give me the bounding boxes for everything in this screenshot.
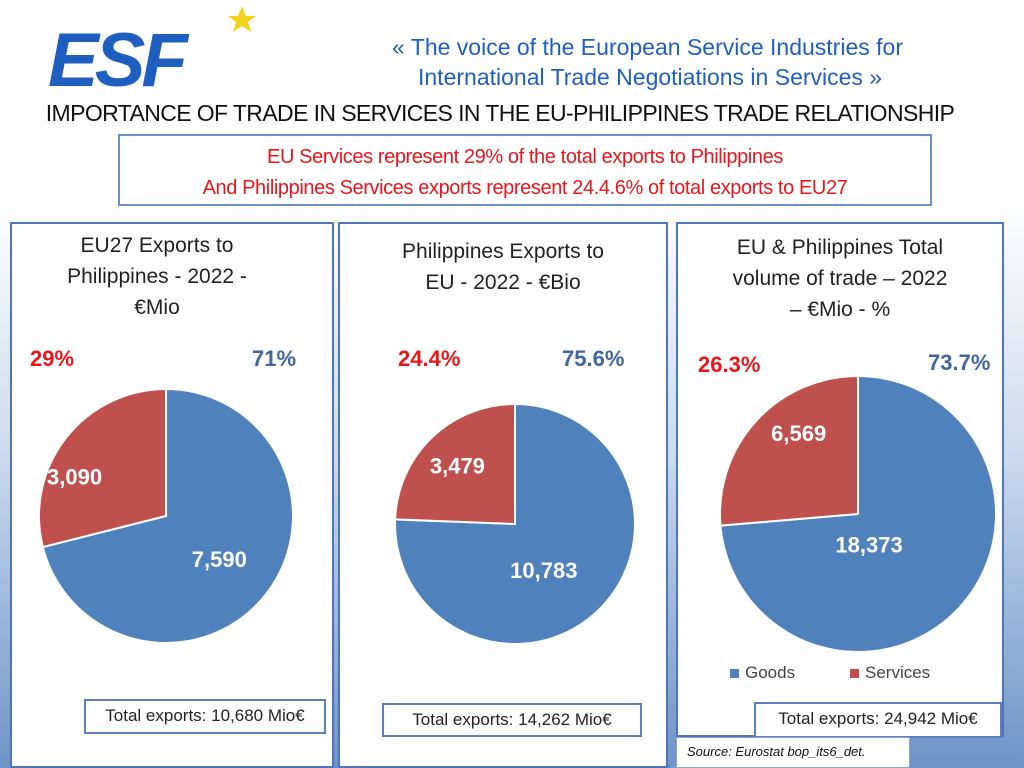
panel-eu-exports: EU27 Exports to Philippines - 2022 - €Mi… [10, 222, 334, 768]
chart-title: Philippines Exports to EU - 2022 - €Bio [340, 236, 666, 298]
highlight-line-2: And Philippines Services exports represe… [202, 177, 848, 199]
goods-pct-label: 71% [252, 346, 297, 371]
pie-chart: 10,783 3,479 [394, 402, 636, 645]
highlight-box: EU Services represent 29% of the total e… [118, 134, 932, 206]
legend-label: Goods [745, 663, 796, 682]
source-note: Source: Eurostat bop_its6_det. [676, 737, 910, 768]
highlight-line-1: EU Services represent 29% of the total e… [267, 146, 783, 168]
pie-slice-services [38, 387, 167, 549]
chart-title-line: Philippines Exports to [402, 240, 604, 263]
tagline-line-1: « The voice of the European Service Indu… [392, 34, 903, 60]
legend-swatch-goods [730, 669, 739, 678]
esf-logo: ESF [48, 6, 256, 92]
total-exports-box: Total exports: 24,942 Mio€ [754, 702, 1002, 738]
pie-value-label-goods: 10,783 [510, 558, 577, 583]
pie-slice-services [394, 402, 516, 526]
total-exports-box: Total exports: 14,262 Mio€ [382, 703, 642, 737]
total-exports-box: Total exports: 10,680 Mio€ [84, 699, 326, 734]
pie-value-label-services: 6,569 [771, 421, 826, 446]
panel-philippines-exports: Philippines Exports to EU - 2022 - €Bio … [338, 222, 668, 768]
chart-title-line: EU & Philippines Total [736, 236, 944, 259]
legend-item-services: Services [850, 663, 930, 683]
chart-title-line: EU27 Exports to [80, 234, 234, 257]
tagline-line-2: International Trade Negotiations in Serv… [418, 64, 883, 90]
services-pct-label: 26.3% [698, 352, 761, 377]
pie-slice-services [719, 374, 859, 527]
chart-title-line: EU - 2022 - €Bio [425, 271, 581, 294]
pie-chart: 18,373 6,569 [719, 374, 997, 653]
legend-label: Services [865, 663, 931, 682]
logo-text: ESF [48, 18, 190, 92]
pie-value-label-services: 3,479 [430, 454, 485, 479]
chart-title-line: – €Mio - % [789, 298, 891, 321]
legend-item-goods: Goods [730, 663, 795, 683]
goods-pct-label: 73.7% [928, 350, 991, 375]
pie-value-label-goods: 7,590 [192, 547, 247, 572]
pie-value-label-services: 3,090 [47, 464, 102, 489]
tagline: « The voice of the European Service Indu… [392, 32, 992, 92]
star-icon [228, 6, 256, 32]
chart-title-line: Philippines - 2022 - [67, 265, 247, 288]
goods-pct-label: 75.6% [562, 346, 625, 371]
pie-slice-goods [41, 387, 294, 644]
pie-chart: 7,590 3,090 [38, 387, 294, 644]
chart-title-line: €Mio [134, 296, 180, 319]
chart-title: EU & Philippines Total volume of trade –… [678, 232, 1002, 325]
services-pct-label: 29% [30, 346, 75, 371]
legend-swatch-services [850, 669, 859, 678]
services-pct-label: 24.4% [398, 346, 461, 371]
panel-total-trade: EU & Philippines Total volume of trade –… [676, 222, 1004, 737]
chart-title: EU27 Exports to Philippines - 2022 - €Mi… [12, 230, 332, 323]
chart-title-line: volume of trade – 2022 [732, 267, 948, 290]
pie-value-label-goods: 18,373 [835, 533, 902, 558]
page-title: IMPORTANCE OF TRADE IN SERVICES IN THE E… [45, 100, 955, 126]
